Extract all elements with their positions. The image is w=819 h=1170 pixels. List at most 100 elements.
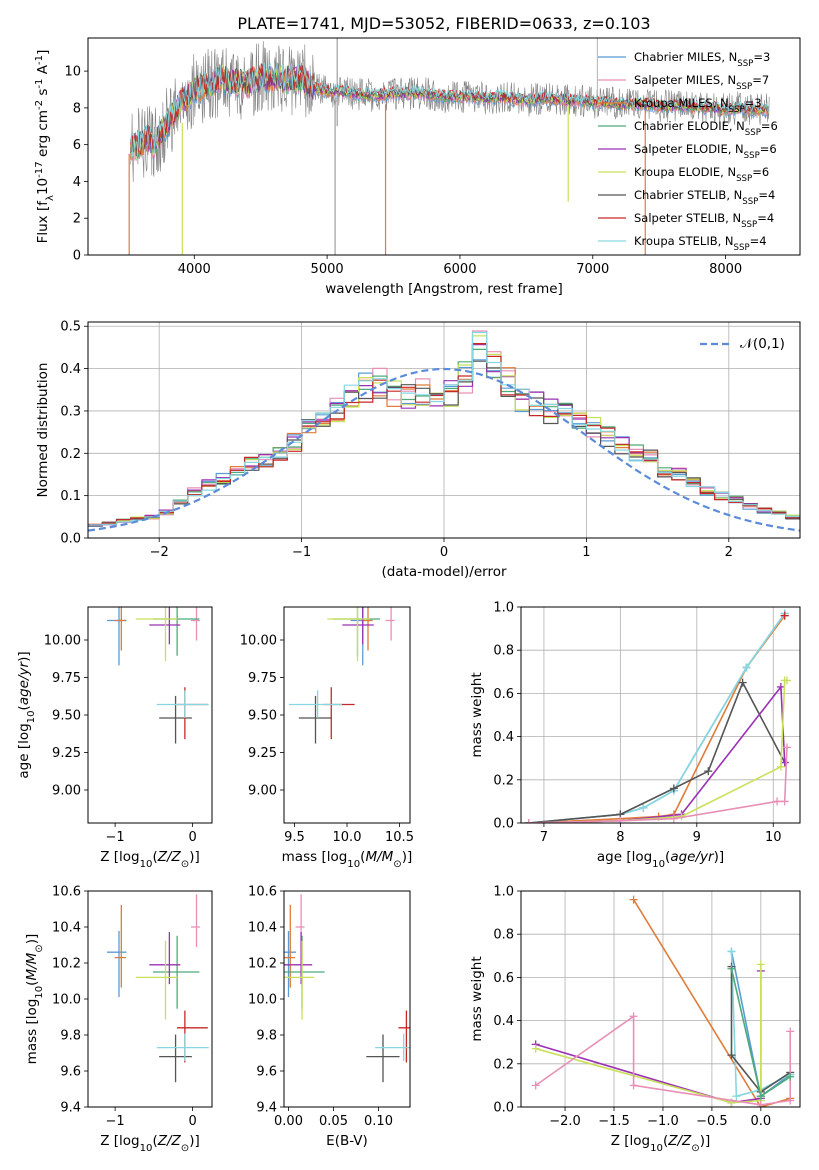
x-tick-label: −2.0 — [549, 1114, 581, 1129]
x-tick-label: 8 — [616, 830, 624, 845]
text-run: =7 — [752, 73, 769, 87]
plot-area — [524, 609, 792, 823]
y-tick-label: 0.4 — [60, 362, 81, 377]
x-tick-label: 9 — [693, 830, 701, 845]
superscript: -2 — [34, 100, 45, 110]
math-run: M/M — [24, 952, 40, 980]
y-tick-label: 0.6 — [493, 687, 514, 702]
text-run: Flux [f — [35, 200, 51, 244]
math-run: age/yr — [16, 660, 32, 705]
mass-weight-line — [535, 1015, 792, 1106]
legend-entry: Chabrier ELODIE, NSSP=6 — [634, 119, 778, 138]
math-run: 𝒩(0,1) — [740, 336, 785, 352]
text-run: ( — [663, 1133, 668, 1149]
y-tick-label: 9.00 — [248, 784, 277, 799]
text-run: age [log — [16, 723, 32, 778]
x-tick-label: 0 — [188, 1114, 196, 1129]
text-run: )] — [24, 934, 40, 945]
text-run: Kroupa ELODIE, N — [634, 165, 736, 179]
math-run: Z/Z — [157, 1133, 182, 1149]
text-run: Salpeter MILES, N — [634, 73, 736, 87]
text-run: ] — [35, 50, 51, 55]
y-tick-label: 9.50 — [52, 709, 81, 724]
text-run: E(B-V) — [326, 1133, 368, 1149]
text-run: )] — [700, 1133, 711, 1149]
chart-title: PLATE=1741, MJD=53052, FIBERID=0633, z=0… — [237, 14, 650, 33]
residual-histogram-panel: −2 −1 0 1 2 0.0 0.1 0.2 0.3 0.4 0.5 (data-model)/er… — [35, 320, 801, 580]
x-tick-label: 0.10 — [364, 1114, 393, 1129]
text-run: Salpeter ELODIE, N — [634, 142, 744, 156]
x-tick-label: 0.05 — [319, 1114, 348, 1129]
y-tick-label: 0.2 — [493, 773, 514, 788]
axes-frame — [520, 890, 801, 1108]
mass-weight-line — [528, 747, 788, 823]
y-tick-label: 9.75 — [248, 671, 277, 686]
x-tick-label: 7 — [540, 830, 548, 845]
mass-vs-metallicity-panel: −1 09.49.69.810.010.210.410.6Z [log10(Z/Z… — [24, 885, 213, 1154]
legend-entry: Salpeter STELIB, NSSP=4 — [634, 211, 774, 230]
text-run: )] — [189, 1133, 200, 1149]
text-run: erg cm — [35, 110, 51, 161]
subscript: SSP — [736, 82, 752, 92]
x-tick-label: 10.0 — [333, 830, 362, 845]
y-tick-label: 10.2 — [248, 957, 277, 972]
x-tick-label: 0.00 — [274, 1114, 303, 1129]
plot-area — [107, 894, 209, 1083]
axes-frame — [520, 606, 801, 824]
text-run: Salpeter STELIB, N — [634, 211, 741, 225]
math-run: age/yr — [670, 849, 715, 865]
y-tick-label: 9.50 — [248, 709, 277, 724]
x-axis-label: Z [log10(Z/Z⊙)] — [100, 1133, 200, 1154]
subscript: 10 — [347, 859, 360, 870]
axes-frame — [87, 37, 801, 256]
y-tick-label: 10.2 — [52, 957, 81, 972]
y-tick-label: 9.00 — [52, 784, 81, 799]
legend-entry: 𝒩(0,1) — [740, 336, 785, 352]
subscript: 10 — [650, 1143, 663, 1154]
subscript: 10 — [652, 859, 665, 870]
axes-frame — [283, 890, 411, 1108]
text-run: mass [log — [282, 849, 348, 865]
y-tick-label: 9.25 — [248, 746, 277, 761]
text-run: Kroupa STELIB, N — [634, 234, 734, 248]
math-run: Z/Z — [157, 849, 182, 865]
y-tick-label: 0.0 — [493, 1101, 514, 1116]
y-tick-label: 0.0 — [60, 532, 81, 547]
y-tick-label: 10.0 — [52, 993, 81, 1008]
y-axis-label: Normed distribution — [35, 363, 51, 498]
legend-entry: Kroupa ELODIE, NSSP=6 — [634, 165, 769, 184]
legend-entry: Kroupa STELIB, NSSP=4 — [634, 234, 767, 253]
y-tick-label: 0.3 — [60, 404, 81, 419]
mass-weight-vs-metallicity-panel: −2.0 −1.5 −1.0 −0.5 0.0 0.0 0.2 0.4 0.6 0.8 1.0 Z [… — [469, 885, 801, 1154]
y-tick-label: 10.6 — [52, 885, 81, 900]
x-tick-label: −1 — [106, 830, 125, 845]
y-tick-label: 8 — [73, 101, 81, 116]
y-tick-label: 0.5 — [60, 320, 81, 335]
x-tick-label: 7000 — [576, 262, 609, 277]
y-tick-label: 10.4 — [52, 921, 81, 936]
mass-weight-line — [535, 964, 762, 1104]
subscript: ⊙ — [34, 944, 45, 952]
plot-area — [107, 607, 209, 744]
text-run: ( — [152, 849, 157, 865]
y-tick-label: 10.00 — [240, 634, 277, 649]
y-tick-label: 9.4 — [256, 1101, 277, 1116]
y-tick-label: 1.0 — [493, 885, 514, 900]
x-tick-label: 10 — [765, 830, 782, 845]
x-tick-label: 5000 — [311, 262, 344, 277]
model-fit-line — [130, 62, 770, 158]
text-run: ( — [360, 849, 365, 865]
y-tick-label: 0.8 — [493, 928, 514, 943]
mass-vs-extinction-panel: 0.00 0.05 0.10 9.4 9.6 9.8 10.0 10.2 10.4 10.6 E(B… — [248, 885, 411, 1149]
y-tick-label: 4 — [73, 175, 81, 190]
y-axis-label: mass weight — [469, 672, 485, 757]
superscript: -1 — [34, 78, 45, 88]
superscript: -17 — [34, 161, 45, 178]
age-vs-mass-panel: 9.5 10.0 10.5 9.00 9.25 9.50 9.75 10.00 mass [lo… — [240, 606, 414, 870]
axes-frame — [87, 606, 213, 824]
subscript: 10 — [34, 986, 45, 999]
subscript: 10 — [26, 710, 37, 723]
plot-area — [289, 607, 395, 744]
subscript: SSP — [737, 59, 753, 69]
